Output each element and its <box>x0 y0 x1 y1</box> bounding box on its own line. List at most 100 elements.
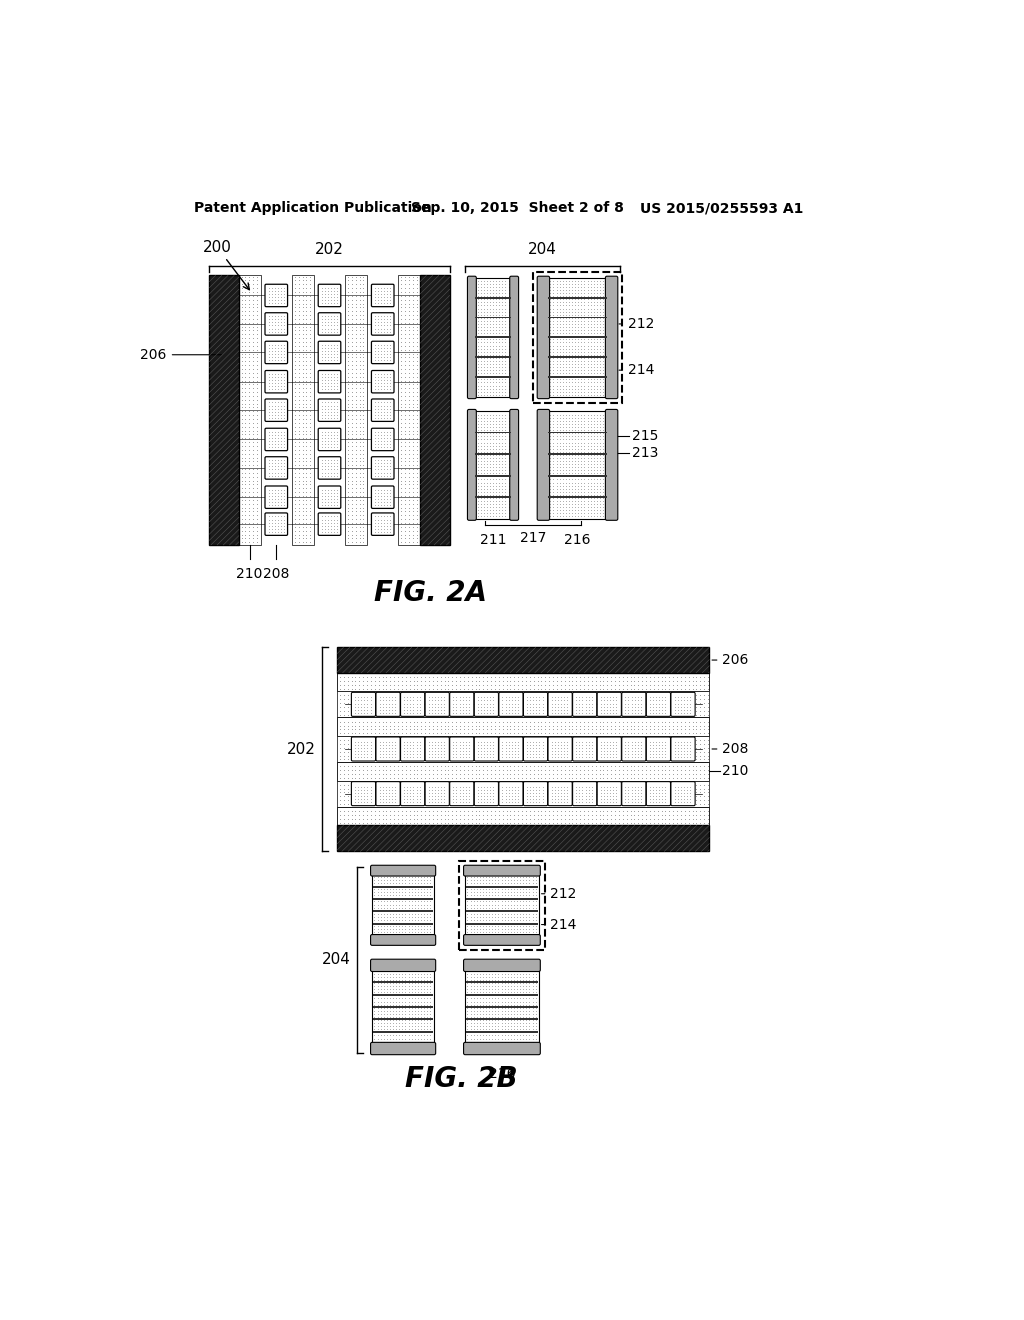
Text: 210: 210 <box>722 764 749 779</box>
FancyBboxPatch shape <box>523 737 548 762</box>
FancyBboxPatch shape <box>572 781 597 805</box>
FancyBboxPatch shape <box>425 692 450 717</box>
Bar <box>548 475 607 477</box>
Bar <box>466 898 538 900</box>
Text: 217: 217 <box>520 531 547 545</box>
FancyBboxPatch shape <box>400 692 425 717</box>
FancyBboxPatch shape <box>318 486 341 508</box>
Bar <box>239 276 260 545</box>
Bar <box>373 981 433 983</box>
Bar <box>539 277 616 397</box>
FancyBboxPatch shape <box>372 399 394 421</box>
FancyBboxPatch shape <box>400 737 425 762</box>
FancyBboxPatch shape <box>548 692 572 717</box>
FancyBboxPatch shape <box>318 371 341 393</box>
FancyBboxPatch shape <box>371 866 435 876</box>
Bar <box>466 981 538 983</box>
Text: 214: 214 <box>620 363 654 378</box>
FancyBboxPatch shape <box>318 457 341 479</box>
FancyBboxPatch shape <box>265 513 288 536</box>
Text: 202: 202 <box>287 742 315 756</box>
FancyBboxPatch shape <box>464 866 541 876</box>
Bar <box>373 911 433 912</box>
Bar <box>337 825 710 851</box>
FancyBboxPatch shape <box>376 781 400 805</box>
Bar <box>292 276 313 545</box>
FancyBboxPatch shape <box>265 399 288 421</box>
FancyBboxPatch shape <box>597 692 622 717</box>
Bar <box>548 297 607 298</box>
Text: 212: 212 <box>542 887 577 900</box>
FancyBboxPatch shape <box>671 692 695 717</box>
FancyBboxPatch shape <box>464 960 541 972</box>
FancyBboxPatch shape <box>265 313 288 335</box>
FancyBboxPatch shape <box>474 692 499 717</box>
Bar <box>337 762 710 780</box>
Bar <box>209 276 239 545</box>
Bar <box>373 923 433 925</box>
Bar <box>475 453 511 455</box>
Text: 215: 215 <box>632 429 658 442</box>
Bar <box>337 692 710 718</box>
Text: 204: 204 <box>528 242 557 257</box>
FancyBboxPatch shape <box>318 399 341 421</box>
Bar <box>459 861 545 950</box>
FancyBboxPatch shape <box>371 935 435 945</box>
Bar <box>466 1018 538 1020</box>
Bar <box>466 1031 538 1032</box>
FancyBboxPatch shape <box>605 276 617 399</box>
FancyBboxPatch shape <box>425 737 450 762</box>
FancyBboxPatch shape <box>467 409 476 520</box>
FancyBboxPatch shape <box>671 737 695 762</box>
Text: 211: 211 <box>480 533 506 546</box>
FancyBboxPatch shape <box>467 276 476 399</box>
FancyBboxPatch shape <box>622 692 646 717</box>
FancyBboxPatch shape <box>450 737 474 762</box>
FancyBboxPatch shape <box>605 409 617 520</box>
Text: US 2015/0255593 A1: US 2015/0255593 A1 <box>640 202 803 215</box>
Text: 208: 208 <box>712 742 749 756</box>
FancyBboxPatch shape <box>474 781 499 805</box>
Text: 216: 216 <box>564 533 591 546</box>
FancyBboxPatch shape <box>474 737 499 762</box>
FancyBboxPatch shape <box>376 737 400 762</box>
Bar <box>466 911 538 912</box>
FancyBboxPatch shape <box>371 1043 435 1055</box>
Text: 216: 216 <box>488 1067 515 1081</box>
FancyBboxPatch shape <box>351 737 376 762</box>
FancyBboxPatch shape <box>372 342 394 363</box>
Text: 213: 213 <box>632 446 658 461</box>
FancyBboxPatch shape <box>265 486 288 508</box>
FancyBboxPatch shape <box>499 692 523 717</box>
Bar <box>548 496 607 498</box>
Bar <box>548 356 607 358</box>
FancyBboxPatch shape <box>646 737 671 762</box>
FancyBboxPatch shape <box>538 276 550 399</box>
Bar <box>475 337 511 338</box>
FancyBboxPatch shape <box>510 409 518 520</box>
Bar <box>337 718 710 737</box>
FancyBboxPatch shape <box>499 737 523 762</box>
Bar <box>372 961 434 1053</box>
Bar <box>466 886 538 888</box>
Text: 204: 204 <box>322 953 350 968</box>
Bar <box>372 867 434 944</box>
Bar <box>337 737 710 762</box>
FancyBboxPatch shape <box>372 428 394 450</box>
Bar <box>548 317 607 318</box>
Text: 200: 200 <box>203 240 250 289</box>
FancyBboxPatch shape <box>523 692 548 717</box>
Bar <box>475 475 511 477</box>
Text: 212: 212 <box>620 317 654 331</box>
FancyBboxPatch shape <box>499 781 523 805</box>
Bar <box>469 277 517 397</box>
Bar <box>475 297 511 298</box>
FancyBboxPatch shape <box>510 276 518 399</box>
FancyBboxPatch shape <box>622 737 646 762</box>
FancyBboxPatch shape <box>538 409 550 520</box>
FancyBboxPatch shape <box>265 371 288 393</box>
Bar <box>465 961 539 1053</box>
Bar <box>420 276 450 545</box>
Text: Patent Application Publication: Patent Application Publication <box>194 202 432 215</box>
Bar <box>548 453 607 455</box>
